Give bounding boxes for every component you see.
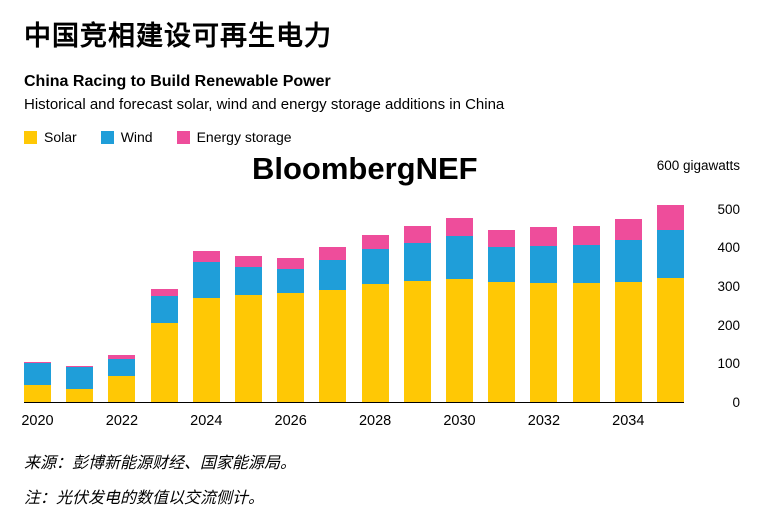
legend-item-wind: Wind — [100, 129, 153, 145]
bar-segment-energy-storage-2029 — [403, 226, 431, 243]
bar-segment-energy-storage-2033 — [572, 225, 600, 246]
bar-segment-solar-2021 — [66, 389, 94, 402]
bar-2025 — [235, 255, 262, 402]
bar-segment-wind-2024 — [192, 262, 220, 298]
bar-segment-energy-storage-2023 — [150, 288, 178, 296]
bar-2026 — [277, 258, 305, 402]
bar-segment-wind-2031 — [488, 247, 516, 283]
bar-2034 — [614, 219, 642, 402]
bar-segment-energy-storage-2035 — [657, 204, 684, 230]
chart-title: China Racing to Build Renewable Power — [24, 73, 331, 90]
y-axis-unit-label: 600 gigawatts — [656, 158, 740, 173]
bar-2024 — [192, 251, 220, 402]
bar-2032 — [530, 227, 558, 402]
bar-2029 — [403, 226, 431, 402]
bar-segment-solar-2031 — [488, 282, 516, 402]
y-tick-400: 400 — [717, 240, 740, 256]
bar-segment-wind-2021 — [66, 367, 94, 390]
bar-segment-wind-2023 — [150, 295, 178, 323]
bar-2021 — [66, 366, 94, 402]
bar-segment-solar-2025 — [235, 294, 262, 402]
bar-segment-wind-2034 — [614, 240, 642, 283]
bar-segment-energy-storage-2025 — [235, 255, 262, 268]
bar-segment-wind-2029 — [403, 242, 431, 282]
bar-segment-solar-2032 — [530, 282, 558, 402]
x-tick-2026: 2026 — [274, 413, 307, 429]
y-tick-200: 200 — [717, 317, 740, 333]
x-tick-2034: 2034 — [612, 413, 645, 429]
bar-segment-energy-storage-2028 — [361, 234, 389, 250]
bar-segment-wind-2027 — [319, 259, 347, 290]
x-tick-2022: 2022 — [105, 413, 139, 429]
bar-segment-energy-storage-2030 — [446, 218, 473, 236]
bar-segment-energy-storage-2034 — [614, 219, 642, 241]
bar-segment-wind-2030 — [446, 235, 473, 280]
bar-segment-solar-2027 — [319, 289, 347, 402]
legend-label-energy-storage: Energy storage — [196, 129, 292, 145]
x-tick-2030: 2030 — [443, 413, 476, 429]
bar-2031 — [488, 229, 516, 402]
bar-segment-solar-2028 — [361, 284, 389, 402]
bar-segment-wind-2026 — [277, 269, 305, 293]
bar-segment-wind-2022 — [108, 358, 136, 376]
chart-area: BloombergNEF 600 gigawatts 0 100 200 300 400… — [21, 151, 740, 435]
legend-label-solar: Solar — [44, 129, 77, 145]
x-tick-2024: 2024 — [190, 413, 223, 429]
solar-swatch-icon — [24, 130, 37, 144]
chart-legend: Solar Wind Energy storage — [24, 129, 743, 145]
bar-segment-solar-2033 — [572, 282, 600, 402]
bar-2023 — [150, 288, 178, 402]
y-tick-100: 100 — [717, 356, 740, 372]
bar-2030 — [446, 218, 473, 402]
plot-area — [24, 171, 684, 403]
bar-2035 — [657, 204, 684, 402]
legend-label-wind: Wind — [120, 129, 153, 145]
calculation-note: 注：光伏发电的数值以交流侧计。 — [24, 490, 265, 507]
y-tick-0: 0 — [732, 395, 740, 410]
bar-segment-solar-2026 — [277, 292, 305, 402]
bar-2027 — [319, 246, 347, 402]
bar-segment-wind-2025 — [235, 267, 262, 295]
bar-segment-energy-storage-2024 — [192, 251, 220, 263]
page-title-chinese: 中国竞相建设可再生电力 — [24, 21, 332, 52]
bar-2020 — [24, 362, 51, 402]
legend-item-energy-storage: Energy storage — [176, 129, 292, 145]
bar-segment-solar-2030 — [446, 279, 473, 402]
bloombergnef-watermark: BloombergNEF — [252, 151, 478, 186]
bar-segment-solar-2029 — [403, 281, 431, 402]
x-tick-2032: 2032 — [527, 413, 561, 429]
bar-segment-solar-2022 — [108, 375, 136, 402]
bar-segment-solar-2020 — [24, 384, 51, 402]
bar-segment-energy-storage-2027 — [319, 246, 347, 260]
footer-notes: 来源：彭博新能源财经、国家能源局。 注：光伏发电的数值以交流侧计。 — [24, 449, 743, 508]
bar-segment-solar-2034 — [614, 282, 642, 402]
bar-segment-solar-2024 — [192, 297, 220, 402]
chart-subtitle: Historical and forecast solar, wind and … — [24, 96, 505, 113]
bar-segment-solar-2023 — [150, 322, 178, 402]
bar-segment-wind-2028 — [361, 249, 389, 285]
bar-segment-wind-2033 — [572, 245, 600, 283]
x-tick-2020: 2020 — [21, 413, 54, 429]
bar-segment-energy-storage-2022 — [108, 354, 136, 359]
bar-2033 — [572, 225, 600, 402]
energy-storage-swatch-icon — [176, 130, 190, 144]
source-note: 来源：彭博新能源财经、国家能源局。 — [24, 455, 297, 472]
bar-segment-energy-storage-2031 — [488, 229, 516, 248]
bar-segment-solar-2035 — [657, 278, 684, 402]
bar-2022 — [108, 354, 136, 402]
bar-segment-energy-storage-2020 — [24, 362, 51, 364]
x-tick-2028: 2028 — [358, 413, 392, 429]
bar-segment-wind-2035 — [657, 229, 684, 279]
bar-segment-energy-storage-2032 — [530, 227, 558, 246]
y-tick-300: 300 — [717, 279, 740, 294]
wind-swatch-icon — [100, 130, 114, 144]
legend-item-solar: Solar — [24, 129, 77, 145]
bar-segment-energy-storage-2021 — [66, 366, 94, 368]
bar-segment-wind-2020 — [24, 363, 51, 385]
bar-segment-wind-2032 — [530, 245, 558, 283]
bloombergnef-chart-page: 中国竞相建设可再生电力 China Racing to Build Renewa… — [21, 21, 743, 508]
y-tick-500: 500 — [717, 201, 740, 217]
bar-segment-energy-storage-2026 — [277, 258, 305, 269]
bar-2028 — [361, 234, 389, 402]
